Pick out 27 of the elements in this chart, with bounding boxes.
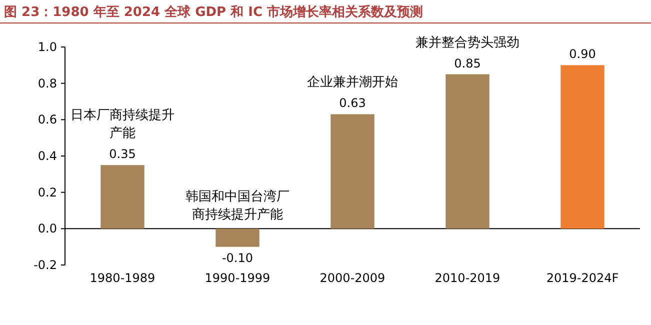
x-tick-label: 1990-1999	[204, 271, 270, 285]
bar	[100, 165, 144, 229]
data-label: 0.85	[454, 56, 481, 70]
y-tick-label: 0.0	[38, 222, 57, 236]
y-tick-label: 1.0	[38, 40, 57, 54]
bar	[560, 65, 604, 229]
chart-title: 图 23：1980 年至 2024 全球 GDP 和 IC 市场增长率相关系数及预测	[4, 4, 424, 20]
y-tick-label: 0.4	[38, 149, 57, 163]
x-tick-label: 2019-2024F	[546, 271, 619, 285]
bar	[216, 228, 260, 247]
data-label: 0.63	[339, 96, 366, 110]
annotation: 兼并整合势头强劲	[416, 35, 520, 50]
annotation: 日本厂商持续提升产能	[70, 108, 174, 142]
annotation: 企业兼并潮开始	[307, 75, 398, 90]
y-tick-label: 0.6	[38, 112, 57, 127]
y-tick-label: 0.8	[38, 76, 57, 90]
annotation: 韩国和中国台湾厂商持续提升产能	[186, 188, 290, 223]
y-tick-label: -0.2	[34, 258, 57, 272]
y-tick-label: 0.2	[38, 185, 57, 200]
data-label: -0.10	[222, 250, 254, 265]
x-tick-label: 1980-1989	[90, 271, 156, 285]
x-tick-label: 2010-2019	[434, 271, 500, 285]
x-tick-label: 2000-2009	[320, 271, 386, 285]
bar	[330, 114, 374, 229]
bar	[446, 74, 490, 229]
data-label: 0.35	[109, 147, 136, 162]
data-label: 0.90	[569, 47, 596, 62]
